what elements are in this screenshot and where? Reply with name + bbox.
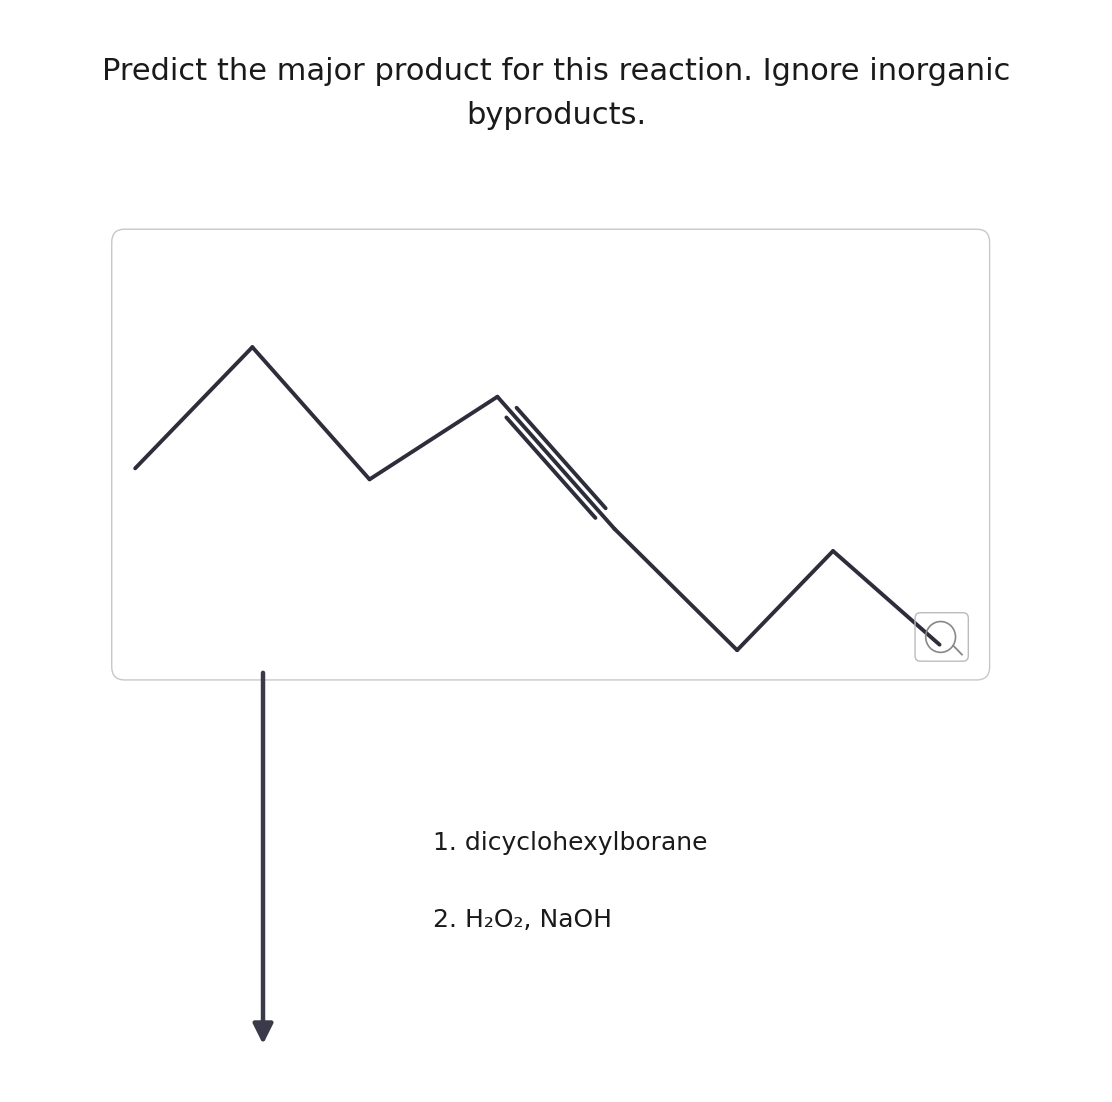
- Text: byproducts.: byproducts.: [466, 101, 646, 130]
- Text: 2. H₂O₂, NaOH: 2. H₂O₂, NaOH: [434, 908, 613, 932]
- FancyBboxPatch shape: [111, 229, 990, 680]
- Text: 1. dicyclohexylborane: 1. dicyclohexylborane: [434, 831, 708, 855]
- Text: Predict the major product for this reaction. Ignore inorganic: Predict the major product for this react…: [102, 57, 1010, 86]
